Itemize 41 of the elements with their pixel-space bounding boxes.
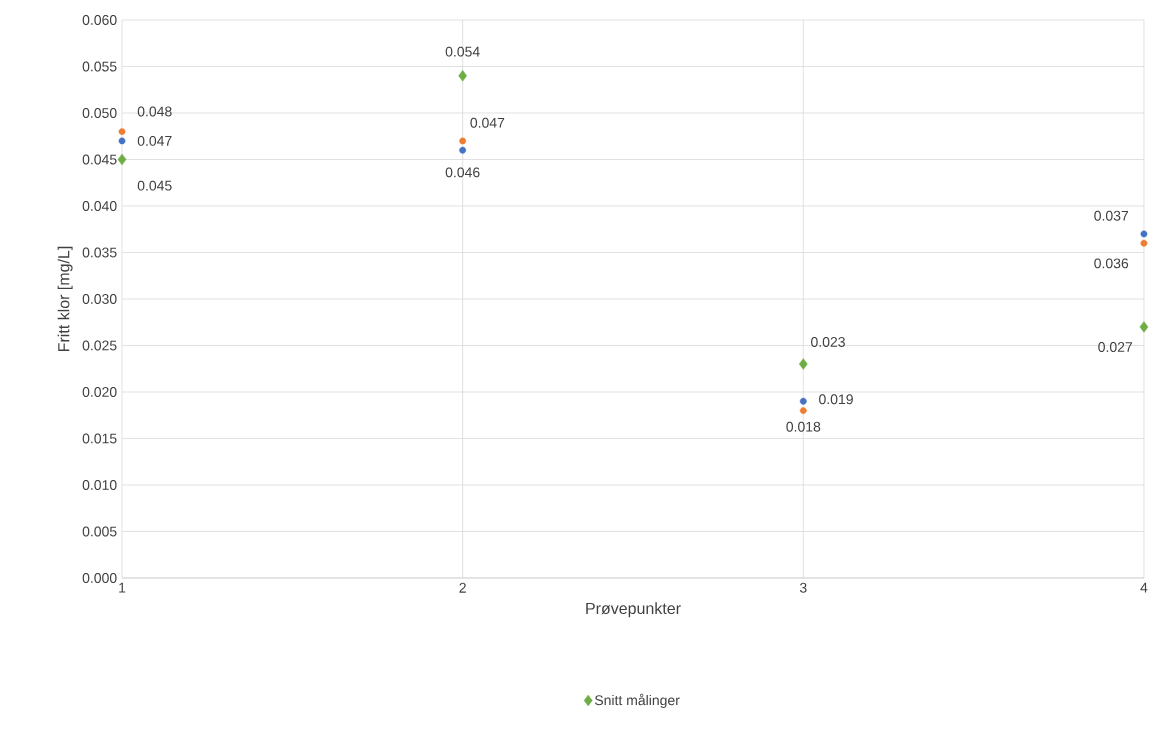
point xyxy=(459,146,467,154)
point xyxy=(459,137,467,145)
data-label: 0.037 xyxy=(1094,210,1129,221)
data-label: 0.019 xyxy=(819,394,853,405)
data-label: 0.047 xyxy=(470,117,505,128)
y-tick-label: 0.030 xyxy=(82,294,117,304)
y-tick-label: 0.060 xyxy=(82,15,117,25)
x-tick-label: 2 xyxy=(459,582,466,593)
y-tick-label: 0.045 xyxy=(82,154,117,165)
y-tick-label: 0.035 xyxy=(82,247,117,258)
y-tick-label: 0.000 xyxy=(82,573,117,583)
y-tick-label: 0.015 xyxy=(82,433,117,444)
point xyxy=(458,70,467,82)
y-tick-label: 0.040 xyxy=(82,201,117,211)
y-tick-label: 0.025 xyxy=(82,340,117,351)
data-label: 0.027 xyxy=(1098,342,1133,353)
point xyxy=(118,137,126,145)
x-tick-label: 1 xyxy=(119,582,126,593)
y-tick-label: 0.050 xyxy=(82,108,117,118)
x-tick-label: 3 xyxy=(799,582,807,593)
y-axis-title: Fritt klor [mg/L] xyxy=(57,246,73,352)
data-label: 0.048 xyxy=(137,106,172,117)
data-label: 0.023 xyxy=(811,336,845,347)
data-label: 0.036 xyxy=(1094,258,1129,269)
point xyxy=(118,128,126,135)
data-label: 0.046 xyxy=(445,167,480,178)
data-label: 0.047 xyxy=(137,135,172,146)
y-tick-label: 0.010 xyxy=(82,480,117,490)
data-label: 0.054 xyxy=(445,46,480,57)
data-label: 0.045 xyxy=(137,180,172,191)
y-tick-label: 0.005 xyxy=(82,526,117,537)
point xyxy=(799,397,807,405)
data-label: 0.018 xyxy=(786,421,821,432)
point xyxy=(117,153,127,166)
point xyxy=(798,358,808,370)
legend-label: Snitt målinger xyxy=(594,693,680,708)
x-tick-label: 4 xyxy=(1140,582,1148,593)
y-tick-label: 0.020 xyxy=(82,387,117,397)
point xyxy=(799,407,807,414)
y-tick-label: 0.055 xyxy=(82,61,117,72)
x-axis-title: Prøvepunkter xyxy=(586,602,681,618)
